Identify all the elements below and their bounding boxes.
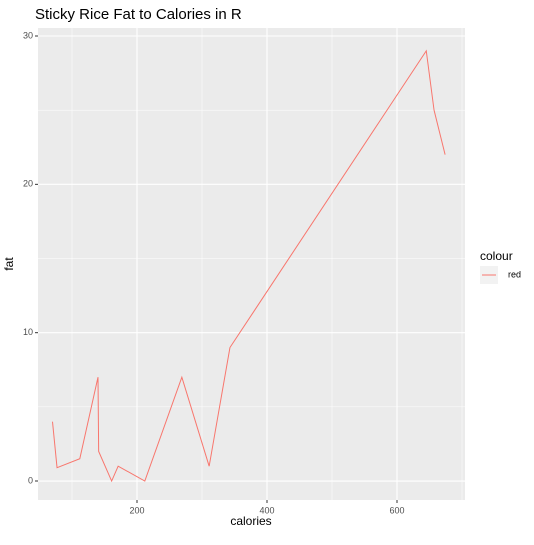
x-tick-label: 200 <box>129 505 144 515</box>
y-tick-label: 0 <box>28 475 33 485</box>
legend-label: red <box>508 269 521 279</box>
x-tick-label: 600 <box>389 505 404 515</box>
y-tick-label: 30 <box>23 30 33 40</box>
y-tick-label: 10 <box>23 327 33 337</box>
y-axis-label: fat <box>2 257 16 271</box>
y-tick-label: 20 <box>23 179 33 189</box>
plot-panel <box>38 28 465 500</box>
x-axis-label: calories <box>230 514 271 528</box>
legend-title: colour <box>480 249 513 263</box>
chart-title: Sticky Rice Fat to Calories in R <box>35 6 242 23</box>
x-tick-label: 400 <box>259 505 274 515</box>
data-line <box>51 49 446 483</box>
